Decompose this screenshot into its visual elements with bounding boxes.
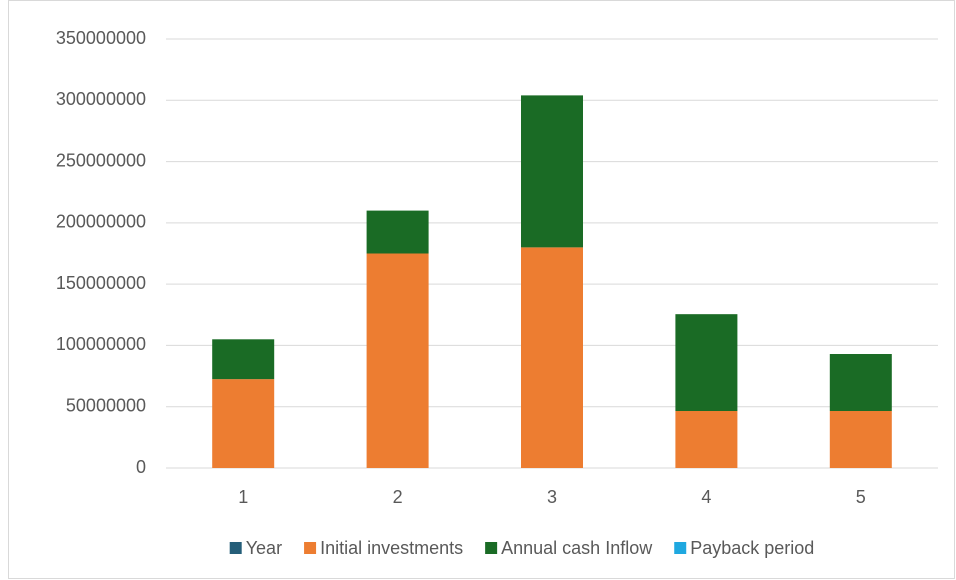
legend-swatch [485,542,498,554]
bar [366,210,429,254]
legend-label: Annual cash Inflow [501,538,653,558]
y-tick-label: 50000000 [66,395,146,415]
bar [829,354,892,412]
x-tick-label: 2 [393,487,403,507]
legend-label: Year [246,538,282,558]
bar [521,247,583,468]
bar [521,95,583,248]
bar [366,253,429,468]
legend-label: Payback period [690,538,814,558]
legend-swatch [229,542,242,554]
bar [829,411,892,468]
y-tick-label: 200000000 [56,212,146,232]
bar [675,314,738,412]
y-tick-label: 0 [136,457,146,477]
x-tick-label: 3 [547,487,557,507]
legend-label: Initial investments [320,538,463,558]
y-tick-label: 150000000 [56,273,146,293]
y-tick-label: 100000000 [56,334,146,354]
x-tick-label: 4 [701,487,711,507]
y-tick-label: 350000000 [56,28,146,48]
bar [675,411,738,468]
y-tick-label: 250000000 [56,150,146,170]
bar [212,379,275,468]
legend-swatch [674,542,687,554]
chart-border [8,0,955,579]
x-tick-label: 5 [856,487,866,507]
y-tick-label: 300000000 [56,89,146,109]
legend-swatch [304,542,317,554]
x-tick-label: 1 [238,487,248,507]
bar [212,339,275,380]
